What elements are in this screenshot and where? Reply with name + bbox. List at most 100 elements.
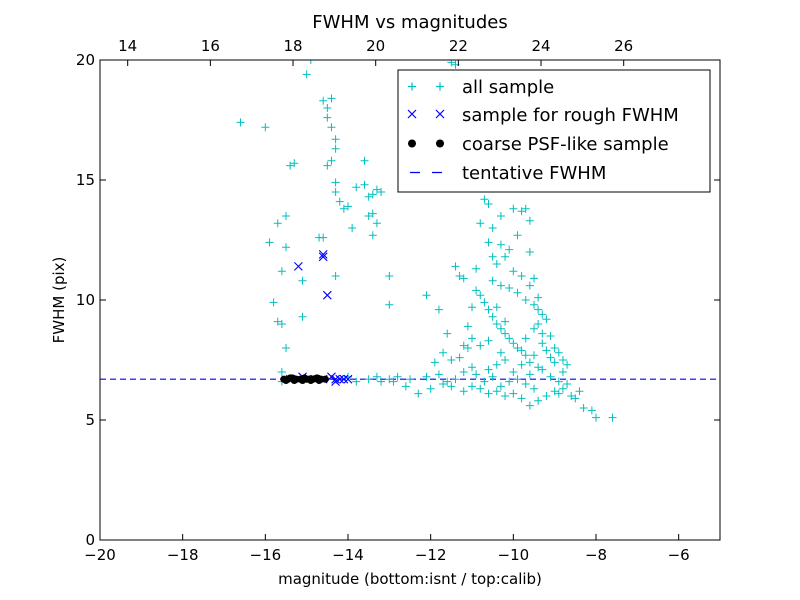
point-all-sample <box>385 300 394 309</box>
legend-label-all-sample: all sample <box>462 77 554 98</box>
plot-series-layer <box>100 60 720 422</box>
point-all-sample <box>323 104 332 112</box>
point-all-sample <box>472 264 481 273</box>
point-all-sample <box>521 334 530 343</box>
point-rough-fwhm <box>331 377 340 386</box>
point-all-sample <box>563 360 572 369</box>
point-all-sample <box>505 334 514 343</box>
point-all-sample <box>534 293 543 302</box>
point-all-sample <box>476 219 485 228</box>
point-all-sample <box>496 240 505 249</box>
y-tick-label: 15 <box>76 171 95 189</box>
y-tick-label: 10 <box>76 291 95 309</box>
point-rough-fwhm <box>343 374 353 384</box>
point-all-sample <box>517 346 526 355</box>
point-rough-fwhm <box>318 250 328 259</box>
point-all-sample <box>513 288 522 297</box>
point-all-sample <box>538 329 547 338</box>
point-all-sample <box>530 384 538 393</box>
point-all-sample <box>447 356 456 364</box>
point-all-sample <box>509 339 518 348</box>
point-all-sample <box>550 358 559 367</box>
top-x-tick-label: 14 <box>118 37 137 55</box>
point-all-sample <box>389 377 398 386</box>
point-all-sample <box>538 310 547 319</box>
point-all-sample <box>459 368 468 376</box>
point-all-sample <box>558 384 567 393</box>
point-all-sample <box>323 161 332 170</box>
point-all-sample <box>484 336 493 345</box>
point-all-sample <box>331 188 340 196</box>
point-all-sample <box>509 267 518 276</box>
legend-marker-all-sample <box>408 82 444 91</box>
point-all-sample <box>554 377 563 386</box>
point-all-sample <box>496 382 505 391</box>
point-all-sample <box>468 303 476 312</box>
point-all-sample <box>426 384 435 393</box>
point-all-sample <box>550 387 559 396</box>
chart-title: FWHM vs magnitudes <box>312 12 507 33</box>
point-all-sample <box>534 396 543 405</box>
point-all-sample <box>517 207 526 216</box>
point-all-sample <box>352 183 361 192</box>
point-all-sample <box>534 320 543 328</box>
point-all-sample <box>484 200 493 208</box>
point-all-sample <box>430 358 439 367</box>
point-all-sample <box>368 231 377 240</box>
x-tick-label: −6 <box>668 546 690 564</box>
point-all-sample <box>463 344 472 352</box>
point-all-sample <box>488 224 497 232</box>
point-psf-like <box>286 374 294 382</box>
point-all-sample <box>525 358 534 367</box>
point-all-sample <box>327 123 336 132</box>
point-rough-fwhm <box>322 290 332 300</box>
point-all-sample <box>525 281 534 290</box>
point-all-sample <box>587 406 596 415</box>
point-all-sample <box>463 322 472 331</box>
point-all-sample <box>480 298 489 307</box>
point-all-sample <box>530 351 538 360</box>
x-tick-label: −16 <box>250 546 282 564</box>
point-all-sample <box>496 324 505 333</box>
point-all-sample <box>546 372 555 381</box>
point-all-sample <box>273 219 282 228</box>
legend-box <box>397 69 711 193</box>
top-x-tick-label: 18 <box>283 37 302 55</box>
point-all-sample <box>377 377 386 386</box>
point-all-sample <box>521 380 530 388</box>
point-all-sample <box>439 380 448 388</box>
point-all-sample <box>455 272 464 280</box>
point-all-sample <box>513 344 522 352</box>
point-all-sample <box>331 135 340 144</box>
point-all-sample <box>368 209 377 218</box>
legend-label-tentative-fwhm: tentative FWHM <box>462 163 606 184</box>
point-all-sample <box>273 317 282 326</box>
point-all-sample <box>434 305 443 314</box>
point-all-sample <box>480 195 489 204</box>
point-all-sample <box>525 370 534 379</box>
point-all-sample <box>488 276 497 285</box>
x-tick-label: −12 <box>415 546 447 564</box>
point-all-sample <box>542 392 551 400</box>
point-all-sample <box>534 305 543 314</box>
point-all-sample <box>488 312 497 321</box>
point-psf-like <box>303 375 311 383</box>
point-all-sample <box>393 372 402 381</box>
legend-marker-rough-fwhm <box>407 109 445 119</box>
plot-data-layer <box>100 60 720 422</box>
point-all-sample <box>530 324 538 333</box>
point-all-sample <box>360 156 369 165</box>
point-all-sample <box>422 291 431 300</box>
point-all-sample <box>236 118 245 127</box>
legend: all sample sample for rough FWHM coarse … <box>397 69 711 193</box>
point-all-sample <box>468 363 476 372</box>
point-all-sample <box>492 303 501 312</box>
point-all-sample <box>472 370 481 379</box>
point-all-sample <box>406 375 414 384</box>
point-all-sample <box>538 365 547 374</box>
point-rough-fwhm <box>339 374 349 384</box>
point-all-sample <box>571 394 580 403</box>
point-all-sample <box>422 372 431 381</box>
point-all-sample <box>484 365 493 374</box>
point-all-sample <box>530 274 538 283</box>
